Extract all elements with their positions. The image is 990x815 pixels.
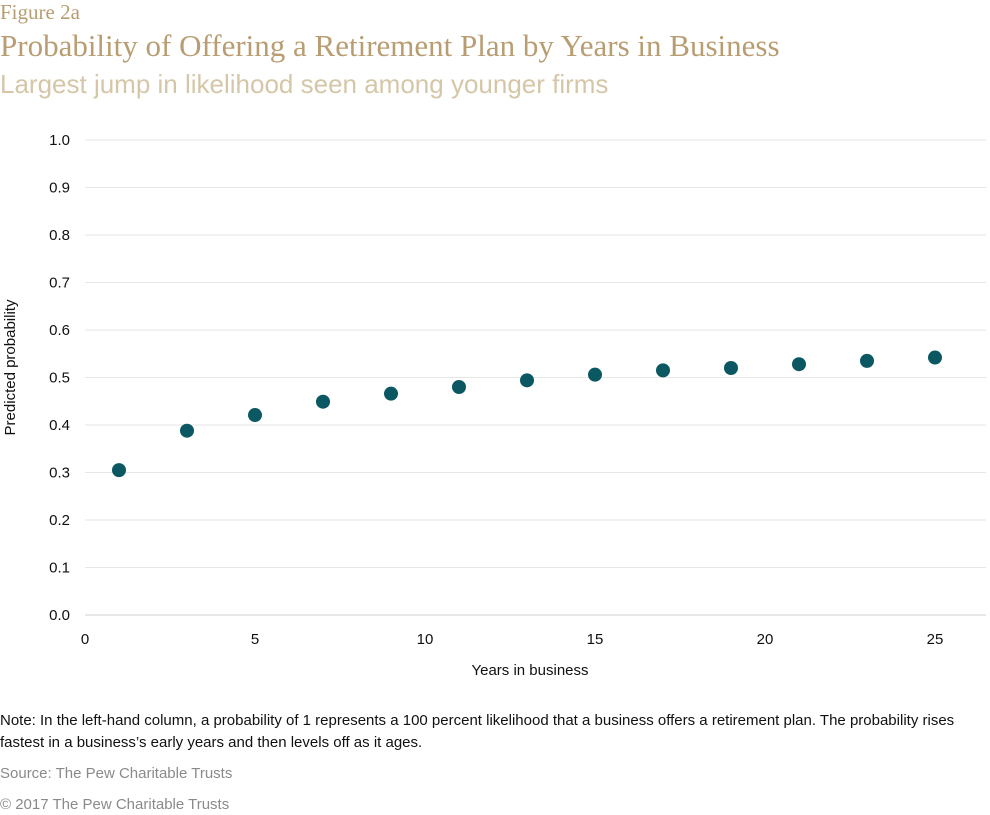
y-tick-label: 0.7 [49, 275, 70, 292]
gridlines [85, 139, 986, 616]
x-axis-title: Years in business [471, 662, 588, 679]
y-tick-label: 1.0 [49, 132, 70, 149]
data-point [792, 357, 806, 372]
x-axis-ticks: 0 5 10 15 20 25 [81, 631, 944, 648]
data-point [112, 463, 126, 478]
chart-note: Note: In the left-hand column, a probabi… [0, 712, 955, 751]
data-point [520, 373, 534, 388]
copyright-line: © 2017 The Pew Charitable Trusts [0, 796, 230, 813]
y-tick-label: 0.3 [49, 465, 70, 482]
data-point [384, 386, 398, 401]
y-tick-label: 0.4 [49, 417, 70, 434]
x-tick-label: 20 [757, 631, 774, 648]
y-axis-ticks: 0.0 0.1 0.2 0.3 0.4 0.5 0.6 0.7 0.8 0.9 1.0 [49, 132, 70, 624]
scatter-chart: 0.0 0.1 0.2 0.3 0.4 0.5 0.6 0.7 0.8 0.9 1.0 0 5 10 15… [2, 132, 986, 679]
y-tick-label: 0.2 [49, 512, 70, 529]
chart-title: Probability of Offering a Retirement Pla… [0, 28, 780, 63]
chart-subtitle: Largest jump in likelihood seen among yo… [0, 69, 609, 99]
source-line: Source: The Pew Charitable Trusts [0, 765, 233, 782]
x-tick-label: 0 [81, 631, 89, 648]
y-tick-label: 0.5 [49, 370, 70, 387]
x-tick-label: 5 [251, 631, 259, 648]
data-point [180, 423, 194, 438]
y-tick-label: 0.9 [49, 180, 70, 197]
y-tick-label: 0.8 [49, 227, 70, 244]
y-axis-title: Predicted probability [2, 299, 19, 435]
x-tick-label: 25 [927, 631, 944, 648]
figure-label: Figure 2a [0, 0, 80, 24]
y-tick-label: 0.6 [49, 322, 70, 339]
x-tick-label: 10 [417, 631, 434, 648]
data-point [656, 363, 670, 378]
data-point [316, 394, 330, 409]
data-point [452, 380, 466, 394]
data-point [724, 361, 738, 375]
data-point [588, 367, 602, 382]
data-points [112, 350, 942, 478]
y-tick-label: 0.1 [49, 560, 70, 577]
data-point [928, 350, 942, 365]
data-point [248, 408, 262, 423]
x-tick-label: 15 [587, 631, 604, 648]
y-tick-label: 0.0 [49, 607, 70, 624]
data-point [860, 353, 874, 368]
